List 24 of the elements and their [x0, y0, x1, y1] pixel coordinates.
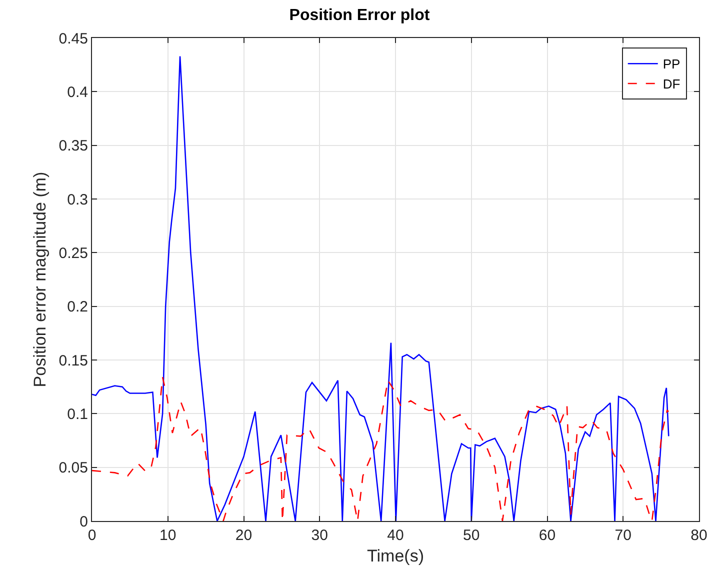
y-tick-label: 0.35 [58, 138, 88, 155]
y-tick-label: 0 [80, 513, 88, 530]
y-tick-label: 0.25 [58, 244, 88, 262]
y-tick-label: 0.45 [58, 30, 88, 48]
x-tick-label: 10 [160, 527, 176, 544]
y-tick-label: 0.3 [67, 191, 88, 208]
y-tick-label: 0.4 [67, 84, 88, 101]
x-tick-label: 20 [235, 527, 252, 544]
x-tick-label: 70 [614, 527, 632, 544]
y-tick-label: 0.1 [67, 406, 88, 423]
legend-label: PP [662, 56, 680, 72]
x-tick-label: 40 [387, 527, 404, 544]
x-tick-label: 30 [311, 527, 328, 544]
x-tick-label: 80 [690, 527, 708, 544]
y-tick-label: 0.15 [58, 352, 88, 370]
y-axis-title: Position error magnitude (m) [30, 172, 50, 388]
y-tick-label: 0.2 [67, 298, 88, 316]
x-axis-title: Time(s) [367, 546, 424, 566]
chart-title: Position Error plot [289, 6, 430, 24]
x-tick-label: 50 [463, 527, 480, 544]
legend-label: DF [662, 76, 680, 92]
x-tick-label: 60 [538, 527, 556, 544]
y-tick-label: 0.05 [58, 460, 88, 477]
line-series [92, 376, 670, 521]
